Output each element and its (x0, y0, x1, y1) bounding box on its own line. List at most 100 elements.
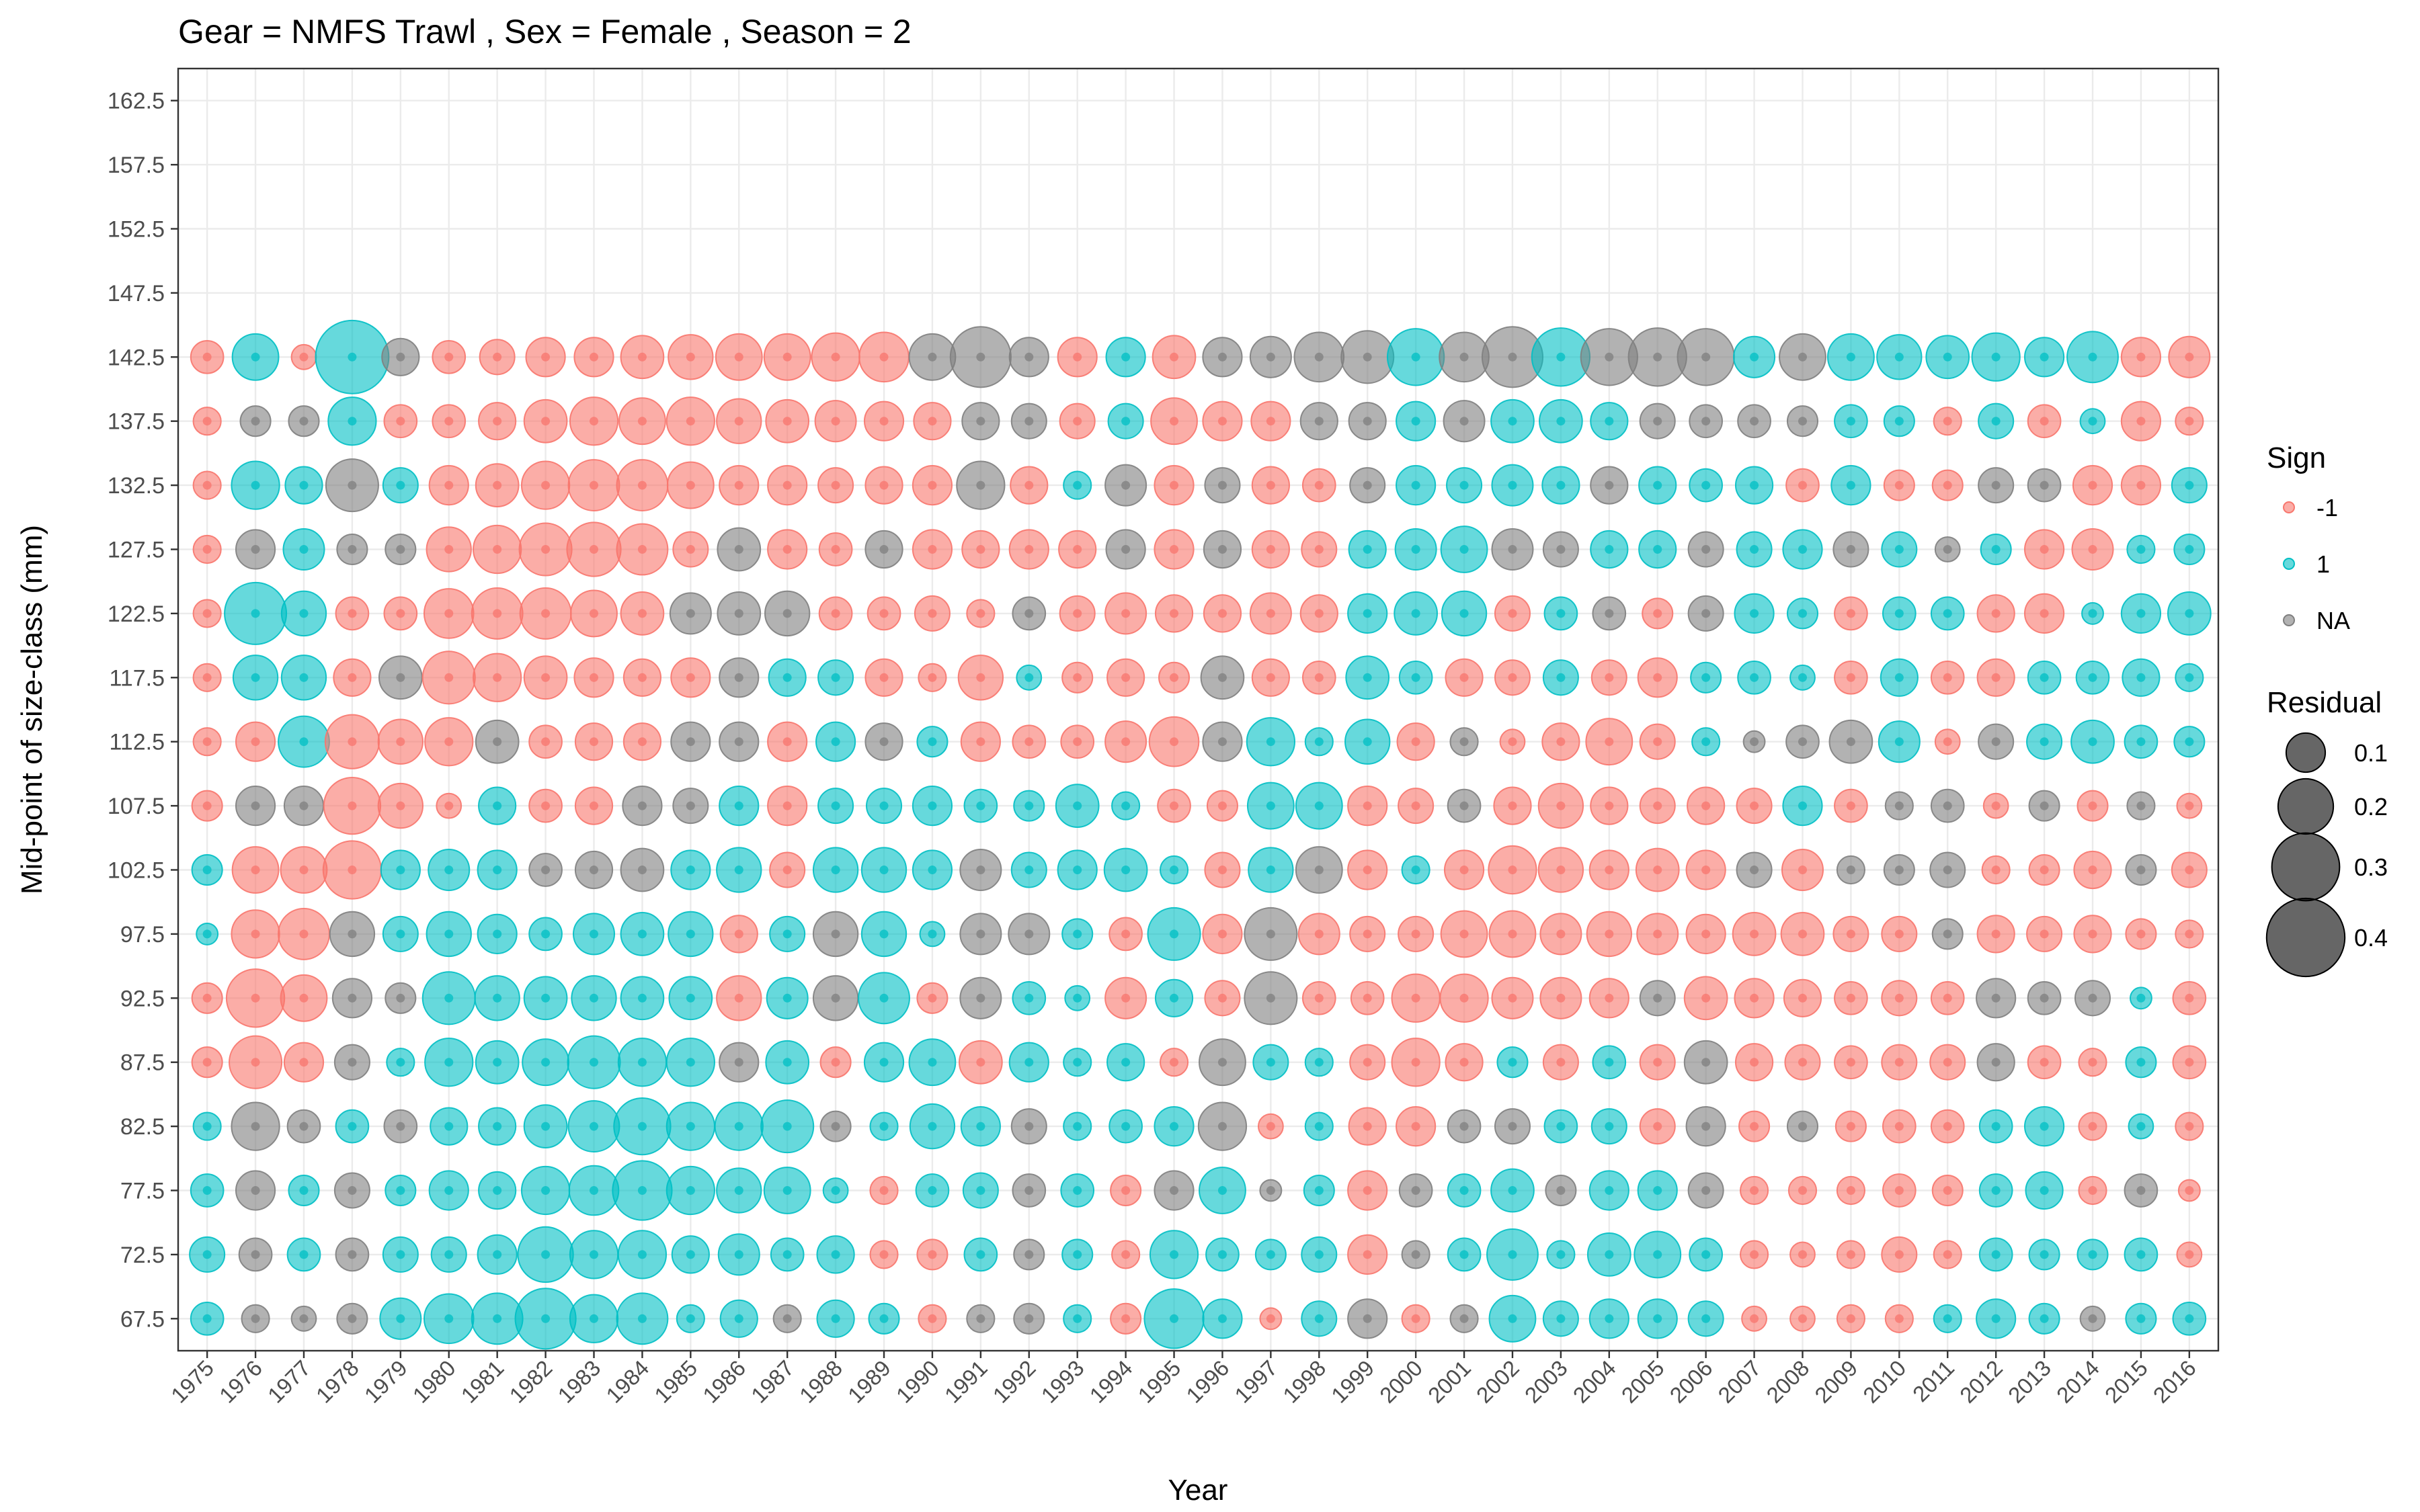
residual-bubble-center (493, 1186, 502, 1195)
residual-bubble-center (1314, 480, 1324, 490)
residual-bubble-center (444, 1058, 454, 1067)
residual-bubble-center (1846, 993, 1855, 1003)
residual-bubble-center (444, 673, 454, 682)
residual-bubble-center (396, 545, 405, 554)
residual-bubble-center (831, 1314, 840, 1323)
residual-bubble-center (1991, 737, 2001, 747)
residual-bubble-center (590, 1314, 599, 1323)
residual-bubble-center (1556, 993, 1566, 1003)
residual-bubble-center (734, 993, 743, 1003)
residual-bubble-center (396, 1314, 405, 1323)
residual-bubble-center (590, 929, 599, 939)
residual-bubble-center (396, 1122, 405, 1131)
residual-bubble-center (1073, 1122, 1082, 1131)
residual-bubble-center (2136, 545, 2146, 554)
residual-bubble-center (396, 1058, 405, 1067)
residual-bubble-center (1314, 1250, 1324, 1259)
residual-bubble-center (1121, 866, 1131, 874)
y-tick-label: 112.5 (109, 730, 165, 755)
y-tick-label: 97.5 (120, 922, 165, 948)
residual-bubble-center (1411, 866, 1420, 874)
residual-bubble-center (1750, 545, 1759, 554)
residual-bubble-center (1121, 545, 1131, 554)
residual-bubble-center (1991, 545, 2001, 554)
residual-bubble-center (2088, 1250, 2097, 1259)
residual-bubble-center (1846, 737, 1855, 747)
residual-bubble-center (1701, 1122, 1711, 1131)
residual-bubble-center (2088, 417, 2097, 426)
residual-bubble-center (831, 801, 840, 810)
residual-bubble-center (1170, 929, 1179, 939)
residual-bubble-center (1314, 1058, 1324, 1067)
residual-bubble-center (202, 929, 212, 939)
residual-bubble-center (1459, 417, 1469, 426)
residual-bubble-center (202, 417, 212, 426)
y-axis-title: Mid-point of size-class (mm) (15, 525, 48, 894)
residual-bubble-center (831, 673, 840, 682)
residual-bubble-center (1750, 1058, 1759, 1067)
residual-bubble-center (1750, 673, 1759, 682)
residual-bubble-center (396, 609, 405, 618)
residual-bubble-center (782, 929, 792, 939)
residual-bubble-center (396, 801, 405, 810)
residual-bubble-center (1314, 352, 1324, 362)
residual-bubble-center (2136, 801, 2146, 810)
residual-bubble-center (1024, 1314, 1034, 1323)
residual-bubble-center (2088, 929, 2097, 939)
residual-bubble-center (590, 480, 599, 490)
residual-bubble-center (1943, 417, 1952, 426)
residual-bubble-center (1459, 993, 1469, 1003)
residual-bubble-center (348, 352, 357, 362)
residual-bubble-center (1363, 480, 1372, 490)
residual-bubble-center (1653, 352, 1662, 362)
residual-bubble-center (2040, 1186, 2049, 1195)
residual-bubble-center (1798, 480, 1807, 490)
residual-bubble-center (1798, 993, 1807, 1003)
residual-bubble-center (1121, 1186, 1131, 1195)
residual-bubble-center (1750, 1186, 1759, 1195)
residual-bubble-center (251, 417, 260, 426)
residual-bubble-center (1217, 866, 1227, 874)
residual-bubble-center (1363, 609, 1372, 618)
residual-bubble-center (1556, 609, 1566, 618)
residual-bubble-center (1217, 417, 1227, 426)
residual-bubble-center (1894, 545, 1904, 554)
residual-bubble-center (1266, 673, 1275, 682)
residual-bubble-center (879, 609, 889, 618)
residual-bubble-center (1605, 1058, 1614, 1067)
residual-bubble-center (1508, 1058, 1517, 1067)
residual-bubble-center (348, 737, 357, 747)
residual-bubble-center (1314, 866, 1324, 874)
residual-bubble-center (976, 1058, 985, 1067)
residual-bubble-center (1459, 801, 1469, 810)
residual-bubble-center (1217, 673, 1227, 682)
residual-bubble-center (493, 993, 502, 1003)
residual-bubble-center (299, 866, 309, 874)
residual-bubble-center (637, 929, 647, 939)
y-axis: 67.5 72.5 77.5 82.5 87.5 92.5 97.5 102.5 107.5 11… (108, 89, 178, 1332)
residual-bubble-center (590, 1122, 599, 1131)
residual-bubble-center (2088, 1186, 2097, 1195)
residual-bubble-center (2040, 1314, 2049, 1323)
residual-bubble-center (251, 609, 260, 618)
residual-bubble-center (299, 1186, 309, 1195)
residual-bubble-center (1459, 1122, 1469, 1131)
residual-bubble-center (1556, 1122, 1566, 1131)
residual-bubble-center (348, 1186, 357, 1195)
residual-bubble-center (541, 609, 551, 618)
residual-bubble-center (541, 545, 551, 554)
residual-bubble-center (1411, 1186, 1420, 1195)
residual-bubble-center (1846, 1058, 1855, 1067)
residual-bubble-center (831, 545, 840, 554)
residual-bubble-center (2088, 1314, 2097, 1323)
residual-bubble-center (1170, 993, 1179, 1003)
residual-bubble-center (1314, 801, 1324, 810)
residual-bubble-center (251, 545, 260, 554)
residual-bubble-center (2185, 417, 2194, 426)
residual-bubble-center (1750, 417, 1759, 426)
residual-bubble-center (2185, 1186, 2194, 1195)
residual-bubble-center (1363, 801, 1372, 810)
residual-bubble-center (1798, 929, 1807, 939)
residual-bubble-center (541, 352, 551, 362)
residual-bubble-center (1943, 929, 1952, 939)
